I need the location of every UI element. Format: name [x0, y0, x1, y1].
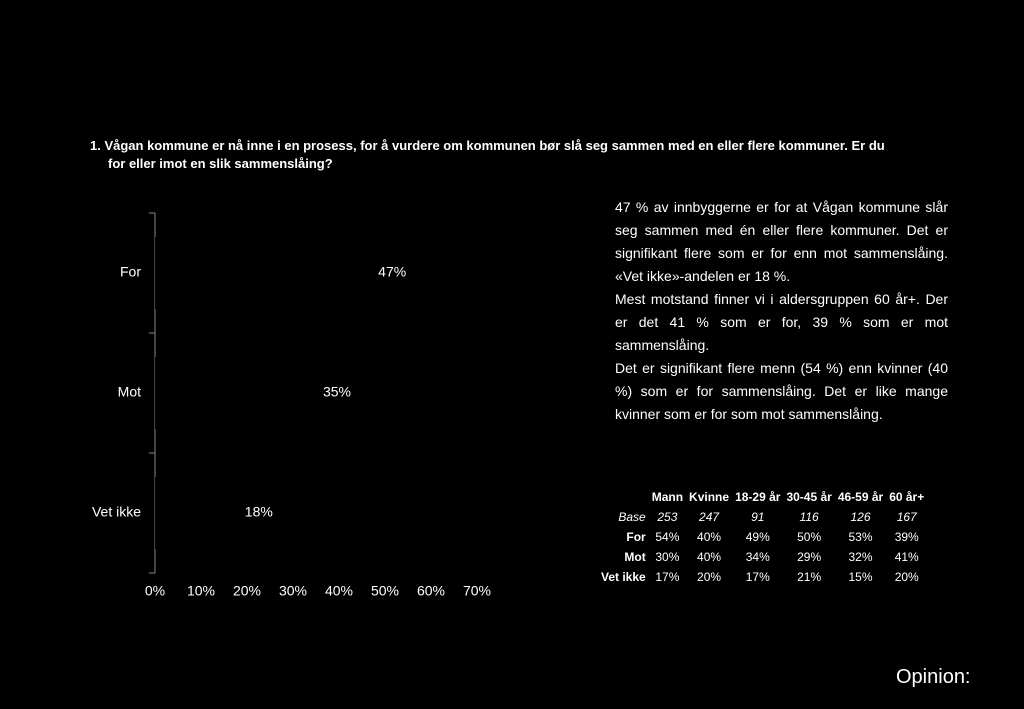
table-cell: 247	[699, 510, 720, 524]
table-cell: 40%	[697, 530, 722, 544]
header-cell: Kvinne	[689, 490, 730, 504]
y-tick-label: Vet ikke	[92, 504, 141, 520]
y-tick-label: Mot	[118, 384, 141, 400]
table-row: Base 253 247 91 116 126 167	[598, 507, 927, 527]
header-cell: 30-45 år	[786, 490, 832, 504]
y-tick-label: For	[120, 264, 141, 280]
x-tick-label: 0%	[145, 583, 165, 599]
table-cell: 167	[896, 510, 917, 524]
summary-paragraph: Mest motstand finner vi i aldersgruppen …	[615, 291, 948, 353]
row-label: Mot	[624, 550, 646, 564]
x-tick-label: 10%	[187, 583, 215, 599]
header-cell: Mann	[651, 490, 684, 504]
table-cell: 34%	[745, 550, 770, 564]
question: 1. Vågan kommune er nå inne i en prosess…	[90, 138, 885, 171]
table-cell: 41%	[894, 550, 919, 564]
table-cell: 50%	[797, 530, 822, 544]
header-cell: 60 år+	[889, 490, 925, 504]
table-cell: 20%	[697, 570, 722, 584]
table-cell: 54%	[655, 530, 680, 544]
x-tick-label: 40%	[325, 583, 353, 599]
x-tick-label: 70%	[463, 583, 491, 599]
summary-paragraph: Det er signifikant flere menn (54 %) enn…	[615, 360, 948, 422]
x-tick-label: 60%	[417, 583, 445, 599]
header-cell	[598, 487, 649, 507]
table-row: Mot 30% 40% 34% 29% 32% 41%	[598, 547, 927, 567]
table-cell: 20%	[894, 570, 919, 584]
header-cell: 18-29 år	[735, 490, 781, 504]
x-tick-label: 50%	[371, 583, 399, 599]
bar	[155, 477, 238, 549]
table-cell: 53%	[848, 530, 873, 544]
summary-paragraph: 47 % av innbyggerne er for at Vågan komm…	[615, 199, 948, 284]
table-cell: 15%	[848, 570, 873, 584]
table-cell: 116	[799, 510, 819, 524]
table-row: Vet ikke 17% 20% 17% 21% 15% 20%	[598, 567, 927, 587]
table-cell: 32%	[848, 550, 873, 564]
bar	[155, 237, 372, 309]
data-label: 47%	[378, 264, 406, 280]
summary: 47 % av innbyggerne er for at Vågan komm…	[615, 196, 948, 426]
table-cell: 39%	[894, 530, 919, 544]
x-tick-label: 20%	[233, 583, 261, 599]
table-cell: 253	[657, 510, 678, 524]
data-label: 18%	[245, 504, 273, 520]
bar	[155, 357, 316, 429]
header-cell: 46-59 år	[837, 490, 884, 504]
table-cell: 29%	[797, 550, 822, 564]
table-cell: 91	[751, 510, 765, 524]
data-label: 35%	[323, 384, 351, 400]
x-tick-label: 30%	[279, 583, 307, 599]
logo: Opinion:	[896, 666, 971, 688]
table-cell: 49%	[745, 530, 770, 544]
row-label: For	[626, 530, 646, 544]
header-row: Mann Kvinne 18-29 år 30-45 år 46-59 år 60 år+	[598, 487, 927, 507]
row-label: Base	[618, 510, 646, 524]
row-label: Vet ikke	[601, 570, 646, 584]
table-row: For 54% 40% 49% 50% 53% 39%	[598, 527, 927, 547]
table-cell: 17%	[655, 570, 680, 584]
table-cell: 30%	[655, 550, 680, 564]
table-cell: 21%	[797, 570, 822, 584]
table-cell: 17%	[745, 570, 770, 584]
table-cell: 40%	[697, 550, 722, 564]
crosstab: Mann Kvinne 18-29 år 30-45 år 46-59 år 60 år+…	[598, 487, 927, 587]
table-cell: 126	[850, 510, 871, 524]
